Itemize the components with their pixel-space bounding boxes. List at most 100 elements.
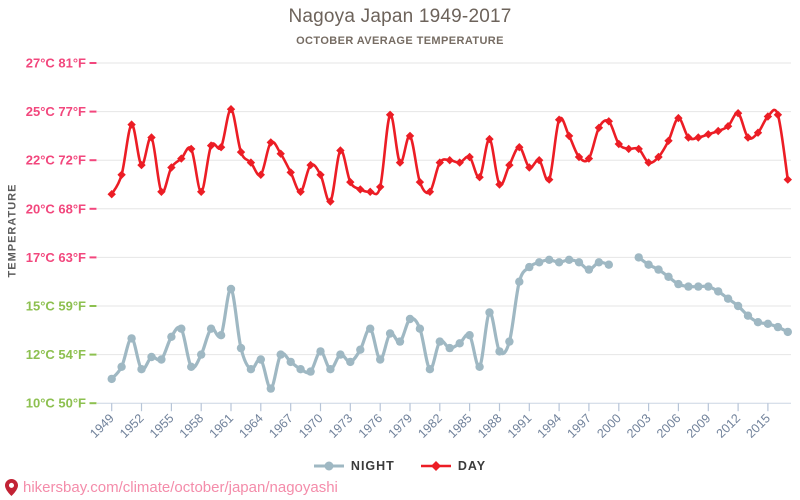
night-point[interactable] xyxy=(117,362,126,371)
night-point[interactable] xyxy=(256,355,265,364)
night-point[interactable] xyxy=(714,287,723,296)
day-point[interactable] xyxy=(535,156,544,165)
night-point[interactable] xyxy=(206,324,216,333)
day-point[interactable] xyxy=(644,158,653,167)
night-point[interactable] xyxy=(485,308,494,317)
night-point[interactable] xyxy=(684,282,693,291)
night-point[interactable] xyxy=(743,311,753,320)
day-point[interactable] xyxy=(704,130,713,139)
night-point[interactable] xyxy=(475,362,484,371)
night-point[interactable] xyxy=(554,258,564,267)
day-point[interactable] xyxy=(505,160,514,170)
night-point[interactable] xyxy=(385,329,395,338)
day-point[interactable] xyxy=(525,163,534,172)
day-point[interactable] xyxy=(564,131,574,141)
day-point[interactable] xyxy=(306,160,315,170)
night-point[interactable] xyxy=(107,374,116,384)
night-point[interactable] xyxy=(545,255,554,264)
night-point[interactable] xyxy=(465,331,474,340)
night-point[interactable] xyxy=(157,355,166,364)
night-point[interactable] xyxy=(276,350,285,359)
night-point[interactable] xyxy=(376,355,385,364)
day-point[interactable] xyxy=(684,133,693,142)
day-point[interactable] xyxy=(763,112,773,121)
footer-url[interactable]: hikersbay.com/climate/october/japan/nago… xyxy=(23,479,338,496)
day-point[interactable] xyxy=(604,117,613,126)
day-point[interactable] xyxy=(326,197,335,206)
night-point[interactable] xyxy=(336,350,345,359)
day-point[interactable] xyxy=(694,133,703,142)
day-point[interactable] xyxy=(117,170,126,179)
day-point[interactable] xyxy=(376,182,385,192)
night-point[interactable] xyxy=(495,347,504,356)
night-point[interactable] xyxy=(197,350,206,359)
night-point[interactable] xyxy=(674,279,683,289)
night-point[interactable] xyxy=(326,365,335,374)
day-point[interactable] xyxy=(276,149,285,158)
night-point[interactable] xyxy=(395,337,405,346)
night-point[interactable] xyxy=(604,260,613,269)
day-point[interactable] xyxy=(256,170,265,179)
night-point[interactable] xyxy=(445,343,454,353)
night-point[interactable] xyxy=(405,314,415,324)
day-point[interactable] xyxy=(485,134,494,144)
day-point[interactable] xyxy=(107,190,116,199)
night-point[interactable] xyxy=(525,262,534,272)
day-point[interactable] xyxy=(405,131,415,141)
night-point[interactable] xyxy=(177,324,186,333)
night-point[interactable] xyxy=(594,258,604,267)
night-point[interactable] xyxy=(266,384,275,393)
night-point[interactable] xyxy=(137,365,146,374)
day-point[interactable] xyxy=(296,187,305,196)
night-point[interactable] xyxy=(216,331,226,340)
day-point[interactable] xyxy=(346,177,355,187)
night-point[interactable] xyxy=(564,255,574,264)
day-point[interactable] xyxy=(167,163,176,172)
night-point[interactable] xyxy=(505,337,514,346)
day-point[interactable] xyxy=(634,144,643,154)
night-point[interactable] xyxy=(127,334,136,343)
day-point[interactable] xyxy=(425,187,435,196)
day-point[interactable] xyxy=(385,110,395,119)
night-point[interactable] xyxy=(455,339,464,348)
night-point[interactable] xyxy=(783,327,792,337)
day-point[interactable] xyxy=(495,180,504,189)
night-point[interactable] xyxy=(763,319,773,328)
day-point[interactable] xyxy=(435,158,444,167)
night-point[interactable] xyxy=(664,272,673,281)
day-point[interactable] xyxy=(674,113,683,123)
night-point[interactable] xyxy=(226,284,236,294)
night-point[interactable] xyxy=(356,345,365,354)
day-point[interactable] xyxy=(714,126,723,136)
day-point[interactable] xyxy=(773,110,783,119)
day-point[interactable] xyxy=(445,156,454,165)
day-point[interactable] xyxy=(584,154,594,163)
night-point[interactable] xyxy=(584,265,594,274)
day-point[interactable] xyxy=(366,187,375,196)
day-point[interactable] xyxy=(316,170,325,179)
day-point[interactable] xyxy=(654,152,663,162)
night-point[interactable] xyxy=(535,258,544,267)
night-point[interactable] xyxy=(415,324,425,333)
day-point[interactable] xyxy=(554,115,564,124)
day-point[interactable] xyxy=(157,187,166,196)
day-point[interactable] xyxy=(465,152,474,162)
night-point[interactable] xyxy=(644,260,653,269)
night-point[interactable] xyxy=(435,337,444,346)
day-point[interactable] xyxy=(624,144,633,154)
day-point[interactable] xyxy=(415,177,425,187)
night-point[interactable] xyxy=(346,357,355,367)
day-point[interactable] xyxy=(455,158,464,167)
day-point[interactable] xyxy=(395,158,405,167)
day-point[interactable] xyxy=(127,120,136,129)
night-point[interactable] xyxy=(704,282,713,291)
day-point[interactable] xyxy=(137,160,146,170)
night-point[interactable] xyxy=(167,332,176,341)
day-point[interactable] xyxy=(753,128,763,137)
day-point[interactable] xyxy=(216,143,226,152)
day-point[interactable] xyxy=(515,143,524,152)
night-point[interactable] xyxy=(723,294,733,303)
night-point[interactable] xyxy=(236,343,246,353)
day-point[interactable] xyxy=(187,144,196,154)
night-point[interactable] xyxy=(773,322,783,332)
